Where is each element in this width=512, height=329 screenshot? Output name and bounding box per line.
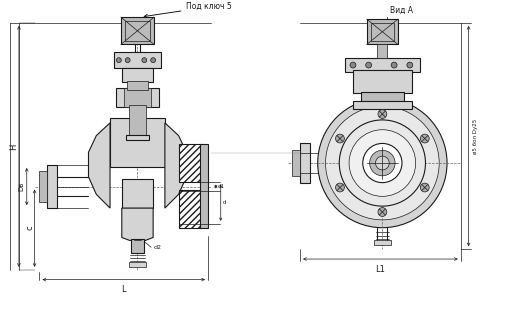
Bar bbox=[377, 44, 387, 58]
Text: ø5 бол Dy25: ø5 бол Dy25 bbox=[473, 118, 478, 154]
Bar bbox=[367, 19, 398, 44]
Text: L1: L1 bbox=[375, 265, 386, 274]
Bar bbox=[129, 105, 146, 137]
Bar bbox=[179, 144, 202, 182]
Circle shape bbox=[407, 62, 413, 68]
Bar bbox=[300, 143, 310, 183]
Circle shape bbox=[116, 58, 121, 63]
Circle shape bbox=[378, 208, 387, 216]
Text: Dв: Dв bbox=[19, 182, 25, 191]
Circle shape bbox=[391, 62, 397, 68]
Text: H: H bbox=[10, 143, 18, 150]
Circle shape bbox=[318, 98, 447, 228]
Circle shape bbox=[366, 62, 372, 68]
Bar bbox=[345, 58, 420, 72]
Bar bbox=[353, 70, 412, 93]
Circle shape bbox=[335, 134, 345, 143]
Bar bbox=[126, 81, 148, 89]
Circle shape bbox=[378, 110, 387, 118]
Bar bbox=[353, 101, 412, 109]
Circle shape bbox=[349, 130, 416, 196]
Bar bbox=[116, 88, 159, 107]
Bar bbox=[122, 68, 153, 82]
Circle shape bbox=[350, 62, 356, 68]
Circle shape bbox=[420, 183, 429, 192]
Bar bbox=[129, 262, 146, 267]
Bar bbox=[122, 179, 153, 208]
Circle shape bbox=[339, 120, 425, 206]
Bar bbox=[121, 17, 154, 44]
Bar bbox=[131, 240, 144, 253]
Bar bbox=[371, 23, 394, 40]
Bar bbox=[39, 171, 47, 202]
Bar bbox=[361, 91, 404, 103]
Bar bbox=[124, 88, 151, 107]
Circle shape bbox=[375, 156, 389, 170]
Text: L: L bbox=[121, 286, 126, 294]
Bar bbox=[114, 52, 161, 68]
Bar bbox=[179, 190, 202, 228]
Text: Вид А: Вид А bbox=[390, 6, 413, 15]
Circle shape bbox=[151, 58, 156, 63]
Text: d2: d2 bbox=[153, 245, 161, 250]
Circle shape bbox=[420, 134, 429, 143]
Text: d1: d1 bbox=[218, 184, 225, 189]
Bar bbox=[125, 21, 150, 40]
Circle shape bbox=[125, 58, 130, 63]
Text: d: d bbox=[223, 200, 226, 205]
Bar bbox=[292, 150, 300, 176]
Circle shape bbox=[363, 143, 402, 183]
Polygon shape bbox=[122, 208, 153, 240]
Circle shape bbox=[335, 183, 345, 192]
Polygon shape bbox=[89, 123, 110, 208]
Circle shape bbox=[142, 58, 147, 63]
Polygon shape bbox=[165, 123, 186, 208]
Bar bbox=[126, 135, 149, 140]
Circle shape bbox=[370, 150, 395, 176]
Bar bbox=[110, 118, 165, 167]
Text: c: c bbox=[25, 226, 34, 231]
Bar bbox=[374, 240, 391, 245]
Bar bbox=[47, 165, 57, 208]
Circle shape bbox=[326, 106, 439, 220]
Bar bbox=[200, 144, 208, 228]
Text: Под ключ 5: Под ключ 5 bbox=[144, 2, 232, 18]
